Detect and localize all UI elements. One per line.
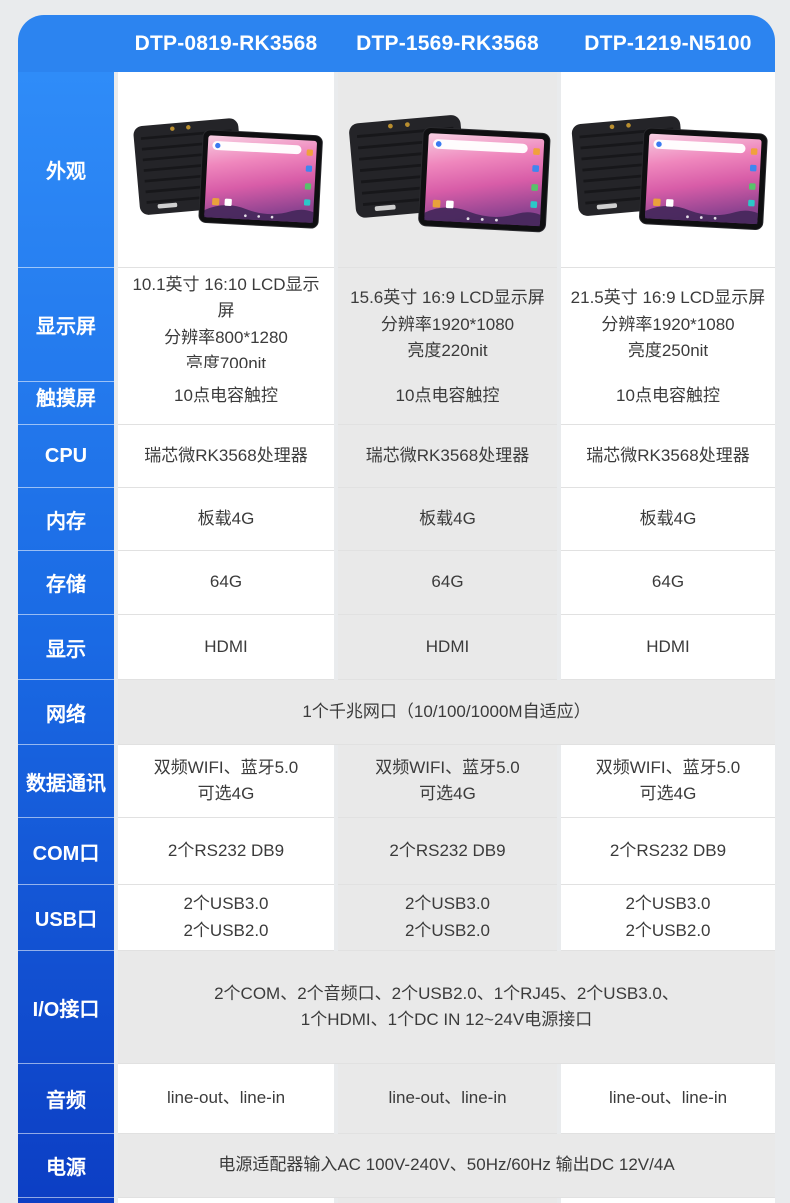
tablet-front-back-photo-icon	[346, 112, 552, 234]
spec-cell: 2个RS232 DB9	[561, 818, 775, 885]
spec-cell: 2个USB3.0 2个USB2.0	[561, 885, 775, 951]
spec-cell: 64G	[338, 551, 557, 615]
spec-cell: 瑞芯微RK3568处理器	[338, 425, 557, 488]
spec-row-power: 电源 电源适配器输入AC 100V-240V、50Hz/60Hz 输出DC 12…	[18, 1134, 775, 1198]
spec-cell: 瑞芯微RK3568处理器	[118, 425, 334, 488]
spec-row-video-out: 显示 HDMI HDMI HDMI	[18, 615, 775, 680]
spec-cell: 板载4G	[338, 488, 557, 551]
spec-cell: 10点电容触控	[561, 368, 775, 425]
spec-row-cpu: CPU 瑞芯微RK3568处理器 瑞芯微RK3568处理器 瑞芯微RK3568处…	[18, 425, 775, 488]
spec-row-appearance: 外观	[18, 72, 775, 268]
row-label-usb-port: USB口	[18, 885, 114, 951]
row-label-io-ports: I/O接口	[18, 951, 114, 1064]
spec-cell: 64G	[118, 551, 334, 615]
spec-cell: line-out、line-in	[118, 1064, 334, 1134]
spec-table-body: 外观 显示屏 10.1英寸 16:10 LCD显示屏 分辨率800*1280 亮…	[18, 72, 775, 1203]
spec-row-cutoff	[18, 1198, 775, 1203]
spec-row-audio: 音频 line-out、line-in line-out、line-in lin…	[18, 1064, 775, 1134]
product-photo-dtp-0819	[118, 72, 334, 268]
row-label-audio: 音频	[18, 1064, 114, 1134]
tablet-front-back-photo-icon	[130, 115, 324, 230]
product-photo-dtp-1219	[561, 72, 775, 268]
spec-cell: 15.6英寸 16:9 LCD显示屏 分辨率1920*1080 亮度220nit	[338, 268, 557, 383]
spec-cell: HDMI	[338, 615, 557, 680]
spec-cell-span: 电源适配器输入AC 100V-240V、50Hz/60Hz 输出DC 12V/4…	[118, 1134, 775, 1198]
spec-cell: line-out、line-in	[338, 1064, 557, 1134]
spec-row-display-panel: 显示屏 10.1英寸 16:10 LCD显示屏 分辨率800*1280 亮度70…	[18, 268, 775, 383]
spec-row-touch: 触摸屏 10点电容触控 10点电容触控 10点电容触控	[18, 368, 775, 425]
row-label-power: 电源	[18, 1134, 114, 1198]
row-label-data-comm: 数据通讯	[18, 745, 114, 818]
spec-cell: 双频WIFI、蓝牙5.0 可选4G	[561, 745, 775, 818]
spec-row-usb-port: USB口 2个USB3.0 2个USB2.0 2个USB3.0 2个USB2.0…	[18, 885, 775, 951]
spec-cell: 21.5英寸 16:9 LCD显示屏 分辨率1920*1080 亮度250nit	[561, 268, 775, 383]
spec-row-com-port: COM口 2个RS232 DB9 2个RS232 DB9 2个RS232 DB9	[18, 818, 775, 885]
spec-cell: line-out、line-in	[561, 1064, 775, 1134]
spec-cell: 2个RS232 DB9	[118, 818, 334, 885]
spec-cell: 2个USB3.0 2个USB2.0	[118, 885, 334, 951]
spec-cell: 2个RS232 DB9	[338, 818, 557, 885]
spec-row-io-ports: I/O接口 2个COM、2个音频口、2个USB2.0、1个RJ45、2个USB3…	[18, 951, 775, 1064]
row-label-appearance: 外观	[18, 72, 114, 268]
row-label-memory: 内存	[18, 488, 114, 551]
cutoff-cell	[338, 1198, 557, 1203]
spec-cell: 双频WIFI、蓝牙5.0 可选4G	[118, 745, 334, 818]
spec-cell: HDMI	[118, 615, 334, 680]
label-column-gradient	[18, 72, 114, 1203]
row-label-touch: 触摸屏	[18, 368, 114, 425]
spec-cell: 10.1英寸 16:10 LCD显示屏 分辨率800*1280 亮度700nit	[118, 268, 334, 383]
spec-cell: 2个USB3.0 2个USB2.0	[338, 885, 557, 951]
model-name-dtp-1219: DTP-1219-N5100	[584, 31, 752, 55]
spec-row-storage: 存储 64G 64G 64G	[18, 551, 775, 615]
spec-cell: 64G	[561, 551, 775, 615]
model-name-dtp-1569: DTP-1569-RK3568	[356, 31, 539, 55]
cutoff-cell	[561, 1198, 775, 1203]
model-header-bar: DTP-0819-RK3568 DTP-1569-RK3568 DTP-1219…	[18, 15, 775, 72]
spec-cell: 10点电容触控	[338, 368, 557, 425]
spec-cell-span: 1个千兆网口（10/100/1000M自适应）	[118, 680, 775, 745]
row-label-storage: 存储	[18, 551, 114, 615]
row-label-network: 网络	[18, 680, 114, 745]
tablet-front-back-photo-icon	[569, 113, 769, 232]
spec-cell: 双频WIFI、蓝牙5.0 可选4G	[338, 745, 557, 818]
row-label-cpu: CPU	[18, 425, 114, 488]
spec-cell: 板载4G	[561, 488, 775, 551]
spec-cell: 10点电容触控	[118, 368, 334, 425]
cutoff-cell	[118, 1198, 334, 1203]
spec-cell: 板载4G	[118, 488, 334, 551]
row-label-display-panel: 显示屏	[18, 268, 114, 383]
product-photo-dtp-1569	[338, 72, 557, 268]
row-label-video-out: 显示	[18, 615, 114, 680]
spec-cell-span: 2个COM、2个音频口、2个USB2.0、1个RJ45、2个USB3.0、 1个…	[118, 951, 775, 1064]
spec-cell: HDMI	[561, 615, 775, 680]
spec-cell: 瑞芯微RK3568处理器	[561, 425, 775, 488]
spec-row-network: 网络 1个千兆网口（10/100/1000M自适应）	[18, 680, 775, 745]
spec-row-memory: 内存 板载4G 板载4G 板载4G	[18, 488, 775, 551]
spec-row-data-comm: 数据通讯 双频WIFI、蓝牙5.0 可选4G 双频WIFI、蓝牙5.0 可选4G…	[18, 745, 775, 818]
cutoff-label-cell	[18, 1198, 114, 1203]
model-name-dtp-0819: DTP-0819-RK3568	[134, 31, 318, 55]
row-label-com-port: COM口	[18, 818, 114, 885]
spec-comparison-sheet: DTP-0819-RK3568 DTP-1569-RK3568 DTP-1219…	[18, 15, 775, 1203]
